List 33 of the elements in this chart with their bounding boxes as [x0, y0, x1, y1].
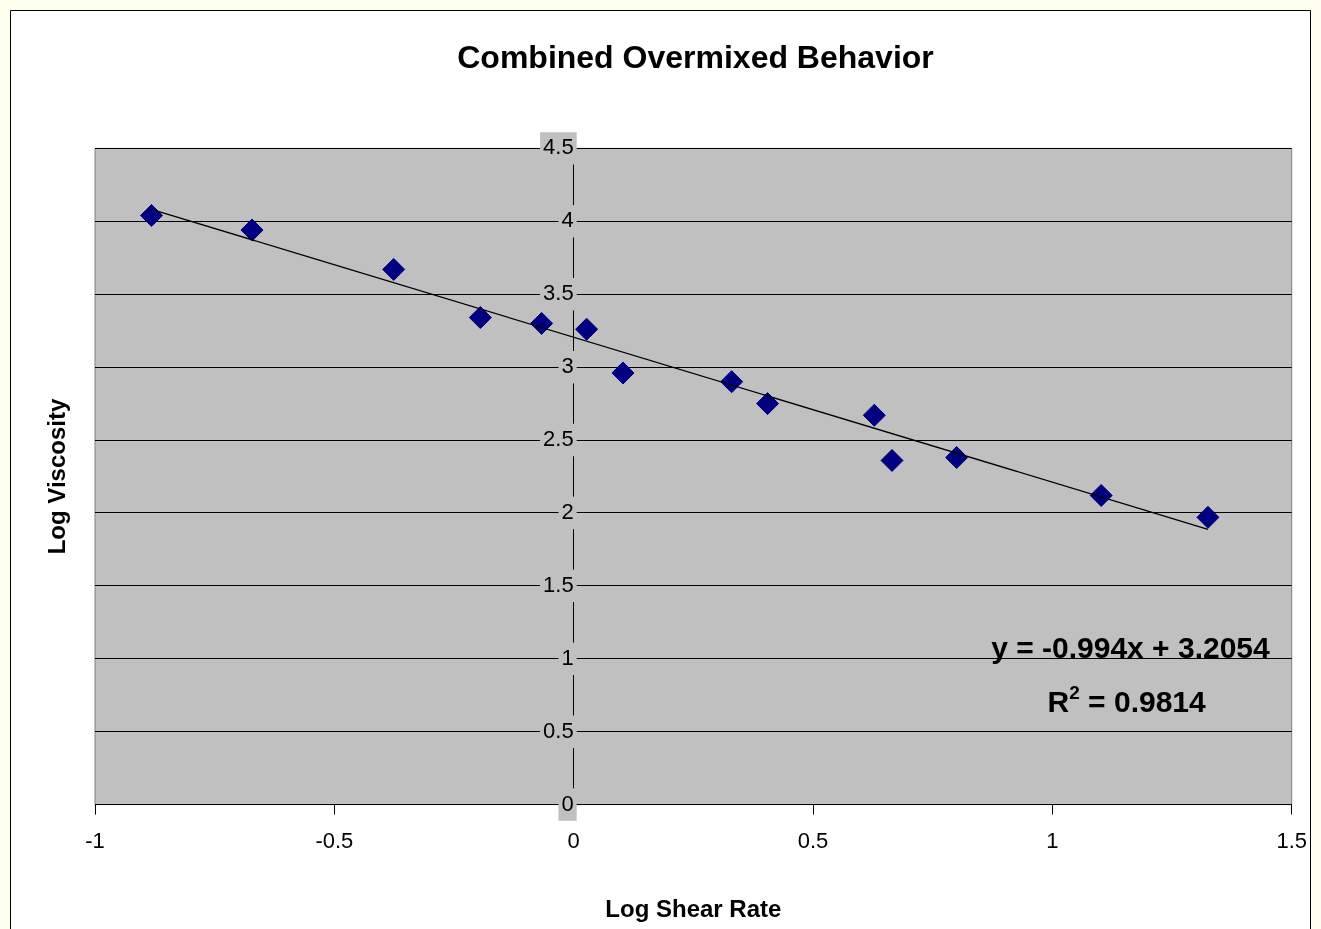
point [139, 203, 163, 227]
point [382, 257, 406, 281]
y-tick-label: 4.5 [543, 134, 574, 160]
chart-title: Combined Overmixed Behavior [457, 39, 934, 76]
y-tick-label: 3 [561, 353, 574, 379]
x-axis-title: Log Shear Rate [605, 894, 782, 922]
x-tick-label: 1 [1046, 827, 1059, 853]
x-tick-label: -0.5 [315, 827, 354, 853]
y-axis-title: Log Viscosity [42, 398, 70, 555]
x-tick-label: 0.5 [797, 827, 829, 853]
point [240, 218, 264, 242]
y-tick-label: 0 [561, 790, 574, 816]
point [1196, 505, 1220, 529]
y-tick-label: 4 [561, 207, 574, 233]
point [468, 306, 492, 330]
point [945, 446, 969, 470]
y-tick-label: 1.5 [543, 571, 574, 597]
point [862, 403, 886, 427]
y-tick-label: 2 [561, 499, 574, 525]
point [720, 370, 744, 394]
x-tick-label: -1 [85, 827, 105, 853]
point [756, 392, 780, 416]
point [575, 317, 599, 341]
y-tick-label: 1 [561, 644, 574, 670]
point [1089, 483, 1113, 507]
annotation: y = -0.994x + 3.2054 [991, 631, 1271, 665]
point [530, 311, 554, 335]
y-tick-label: 3.5 [543, 280, 574, 306]
y-tick-label: 2.5 [543, 426, 574, 452]
x-tick-label: 1.5 [1276, 827, 1308, 853]
y-tick-label: 0.5 [543, 717, 574, 743]
point [611, 361, 635, 385]
point [880, 448, 904, 472]
